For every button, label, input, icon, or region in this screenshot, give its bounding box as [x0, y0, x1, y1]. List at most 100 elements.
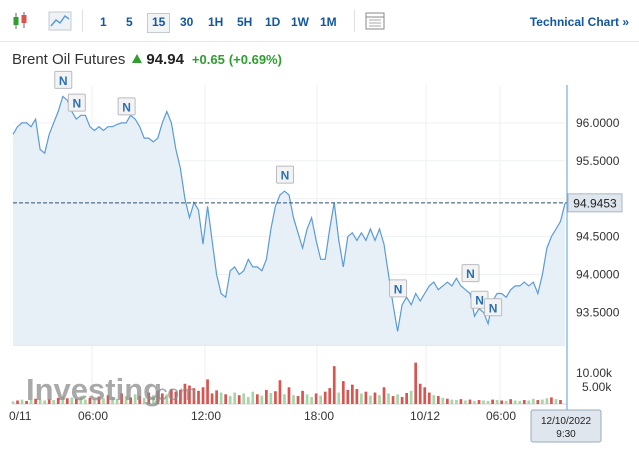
volume-bar	[97, 396, 101, 404]
volume-bar	[405, 393, 408, 404]
volume-bar	[151, 395, 155, 404]
news-marker[interactable]: N	[470, 290, 489, 309]
volume-bar	[102, 398, 105, 404]
y-tick-label: 96.0000	[576, 116, 620, 130]
news-marker-label[interactable]: N	[281, 169, 290, 183]
volume-bar	[246, 396, 250, 404]
news-marker-box[interactable]	[389, 279, 408, 298]
timeframe-15-button[interactable]: 15	[147, 13, 171, 33]
y-tick-label: 95.5000	[576, 154, 620, 168]
timeframe-5-button[interactable]: 5	[126, 15, 133, 29]
volume-bar	[74, 398, 78, 404]
volume-bar	[296, 396, 300, 404]
chart-settings-icon[interactable]	[364, 10, 386, 32]
volume-bar	[219, 392, 223, 404]
volume-bar	[16, 400, 19, 404]
volume-bar	[446, 398, 449, 404]
x-tick-label: 06:00	[486, 409, 516, 423]
volume-bar	[84, 399, 87, 404]
volume-bar	[378, 395, 381, 404]
volume-bar	[70, 397, 74, 404]
instrument-header: Brent Oil Futures 94.94 +0.65 (+0.69%)	[12, 51, 282, 68]
area-chart-icon[interactable]	[48, 10, 72, 32]
news-marker[interactable]: N	[117, 97, 136, 116]
timeframe-5h-button[interactable]: 5H	[237, 15, 253, 29]
news-marker-label[interactable]: N	[475, 294, 484, 308]
volume-bar	[20, 399, 24, 404]
volume-bar	[265, 389, 268, 404]
volume-bar	[554, 399, 558, 404]
volume-bar	[323, 391, 327, 404]
volume-bar	[400, 396, 404, 404]
volume-bar	[43, 400, 47, 404]
news-marker[interactable]: N	[67, 93, 86, 112]
volume-bar	[142, 397, 146, 404]
volume-bar	[509, 399, 513, 404]
volume-bar	[373, 392, 377, 404]
news-marker-box[interactable]	[461, 264, 480, 283]
news-marker-label[interactable]: N	[73, 97, 82, 111]
instrument-name: Brent Oil Futures	[12, 51, 126, 68]
volume-bar	[88, 397, 92, 404]
volume-bar	[346, 389, 350, 404]
volume-bar	[61, 396, 65, 404]
volume-bar	[518, 400, 522, 404]
volume-bar	[382, 387, 386, 404]
watermark-logo: Investing	[26, 372, 162, 407]
volume-bar	[170, 389, 173, 404]
news-marker[interactable]: N	[389, 279, 408, 298]
candlestick-icon[interactable]	[10, 10, 32, 32]
news-marker-box[interactable]	[54, 70, 73, 89]
volume-bar	[310, 396, 313, 404]
technical-chart-link[interactable]: Technical Chart »	[529, 15, 629, 29]
timeframe-1w-button[interactable]: 1W	[291, 15, 309, 29]
price-line	[12, 95, 566, 332]
volume-bar	[260, 395, 264, 404]
volume-bar	[188, 385, 191, 404]
news-marker-label[interactable]: N	[394, 282, 403, 296]
volume-bar	[369, 395, 372, 404]
volume-bar	[559, 400, 562, 404]
news-marker-box[interactable]	[117, 97, 136, 116]
volume-bar	[278, 380, 282, 404]
news-marker[interactable]: N	[484, 298, 503, 317]
volume-bar	[192, 388, 196, 404]
volume-bar	[111, 396, 114, 404]
timeframe-30-button[interactable]: 30	[180, 15, 194, 29]
news-marker[interactable]: N	[275, 165, 294, 184]
timeframe-1h-button[interactable]: 1H	[208, 15, 224, 29]
timeframe-1m-button[interactable]: 1M	[320, 15, 337, 29]
volume-bar	[38, 399, 42, 404]
price-area-fill	[13, 96, 565, 346]
volume-bar	[133, 394, 137, 404]
volume-bar	[341, 381, 345, 404]
current-price-tag-box	[567, 193, 623, 213]
crosshair-time: 9:30	[556, 429, 576, 440]
volume-bar	[201, 387, 205, 404]
volume-bar	[337, 392, 341, 404]
news-marker-label[interactable]: N	[489, 301, 498, 315]
volume-tick-label: 10.00k	[576, 366, 613, 380]
news-marker-label[interactable]: N	[59, 74, 68, 88]
news-marker[interactable]: N	[461, 264, 480, 283]
volume-bar	[305, 394, 309, 404]
price-change-percent: (+0.69%)	[228, 52, 282, 67]
volume-bar	[120, 393, 123, 404]
timeframe-1-button[interactable]: 1	[100, 15, 107, 29]
volume-bar	[106, 395, 110, 404]
volume-bar	[183, 383, 187, 404]
news-marker-box[interactable]	[470, 290, 489, 309]
volume-bar	[486, 400, 490, 404]
news-marker-label[interactable]: N	[466, 267, 475, 281]
volume-bar	[409, 390, 413, 404]
news-marker-box[interactable]	[484, 298, 503, 317]
news-marker[interactable]: N	[54, 70, 73, 89]
volume-bar	[206, 379, 209, 404]
volume-bar	[242, 393, 246, 404]
timeframe-1d-button[interactable]: 1D	[265, 15, 281, 29]
x-tick-label: 12:00	[191, 409, 221, 423]
volume-bar	[423, 387, 427, 404]
news-marker-box[interactable]	[275, 165, 294, 184]
news-marker-label[interactable]: N	[122, 100, 131, 114]
news-marker-box[interactable]	[67, 93, 86, 112]
